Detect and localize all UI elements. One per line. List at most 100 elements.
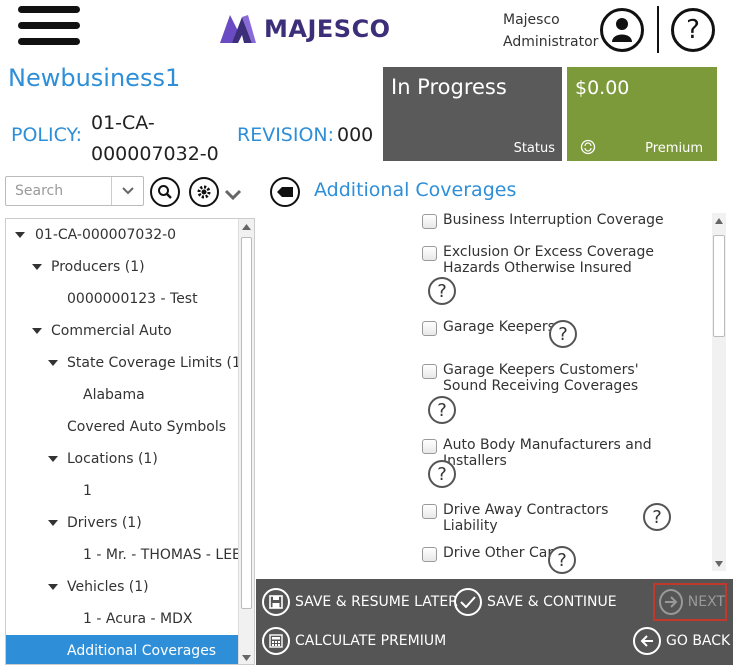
policy-tree: 01-CA-000007032-0 Producers (1) 00000001… [5,218,255,665]
policy-label: POLICY: [11,124,83,146]
tree-item-label: 1 [83,483,92,499]
tree-item-covered-auto-symbols[interactable]: Covered Auto Symbols [6,411,238,443]
scroll-up-icon[interactable] [715,218,723,224]
save-resume-later-label: SAVE & RESUME LATER [295,594,458,610]
calculate-premium-button[interactable]: CALCULATE PREMIUM [262,627,446,655]
coverage-checkbox[interactable] [422,439,437,454]
coverage-checkbox[interactable] [422,321,437,336]
tree-item-vehicles[interactable]: Vehicles (1) [6,571,238,603]
premium-label: Premium [645,141,703,156]
tree-item-locations[interactable]: Locations (1) [6,443,238,475]
save-resume-later-button[interactable]: SAVE & RESUME LATER [262,588,458,616]
coverage-label: Drive Away Contractors Liability [443,502,609,534]
search-dropdown-toggle[interactable] [111,177,143,205]
scroll-down-icon[interactable] [242,655,251,661]
brand-name: MAJESCO [264,15,391,43]
tree-item-label: 01-CA-000007032-0 [35,227,177,243]
search-icon [158,185,172,199]
settings-button[interactable] [189,177,219,207]
user-name: Majesco Administrator [503,9,598,53]
coverage-checkbox[interactable] [422,547,437,562]
coverages-scrollbar-thumb[interactable] [713,235,725,337]
save-continue-button[interactable]: SAVE & CONTINUE [454,588,617,616]
tree-item-label: State Coverage Limits (1) [67,355,247,371]
help-icon[interactable]: ? [549,320,577,348]
coverage-label: Business Interruption Coverage [443,212,664,228]
gear-icon [197,185,211,199]
help-icon[interactable]: ? [643,503,671,531]
menu-icon[interactable] [18,6,80,48]
help-icon[interactable]: ? [428,277,456,305]
scroll-up-icon[interactable] [242,224,251,230]
tree-item-label: Drivers (1) [67,515,142,531]
help-glyph: ? [557,549,567,571]
help-icon[interactable]: ? [548,546,576,574]
next-arrow-icon [659,589,683,615]
scroll-down-icon[interactable] [715,561,723,567]
tree-item-label: 0000000123 - Test [67,291,198,307]
coverage-label: Drive Other Car [443,545,554,561]
status-value: In Progress [391,75,507,99]
coverage-label: Garage Keepers [443,319,555,335]
tree-expanded-icon [32,264,42,270]
user-profile-button[interactable] [600,8,644,52]
tree-item-drivers[interactable]: Drivers (1) [6,507,238,539]
tree-expanded-icon [15,232,25,238]
section-title: Additional Coverages [314,179,517,201]
header-divider [657,6,659,53]
tree-expanded-icon [48,520,58,526]
tree-item-label: Vehicles (1) [67,579,149,595]
tree-item-state-coverage-limits[interactable]: State Coverage Limits (1) [6,347,246,379]
tree-item-producer-test[interactable]: 0000000123 - Test [6,283,238,315]
help-glyph: ? [652,506,662,528]
chevron-down-icon[interactable] [224,189,242,201]
status-label: Status [513,141,555,156]
tree-item-policy[interactable]: 01-CA-000007032-0 [6,219,238,251]
tree-expanded-icon [48,360,58,366]
tree-item-driver-1[interactable]: 1 - Mr. - THOMAS - LEE [6,539,241,571]
save-continue-label: SAVE & CONTINUE [487,594,617,610]
go-back-label: GO BACK [666,633,731,649]
coverages-panel: Business Interruption Coverage Exclusion… [262,210,728,578]
revision-number: 000 [337,124,374,146]
coverage-label: Exclusion Or Excess Coverage Hazards Oth… [443,244,654,276]
help-glyph: ? [558,323,568,345]
tree-item-label: Commercial Auto [51,323,172,339]
help-icon[interactable]: ? [428,460,456,488]
majesco-mark-icon [220,15,256,43]
back-arrow-icon [633,627,661,655]
tree-item-alabama[interactable]: Alabama [6,379,238,411]
tree-item-producers[interactable]: Producers (1) [6,251,238,283]
chevron-down-icon [121,187,134,195]
back-tag-icon [277,187,293,197]
coverage-checkbox[interactable] [422,504,437,519]
coverage-checkbox[interactable] [422,246,437,261]
refresh-icon[interactable] [580,139,596,155]
save-icon [262,588,290,616]
user-icon [612,18,632,42]
status-tile: In Progress Status [383,67,562,161]
page-title: Newbusiness1 [8,64,181,92]
user-name-line2: Administrator [503,34,599,50]
collapse-panel-button[interactable] [270,177,300,207]
revision-label: REVISION: [237,124,335,146]
tree-item-location-1[interactable]: 1 [6,475,238,507]
coverages-scrollbar[interactable] [712,213,726,571]
search-input[interactable] [6,177,111,205]
help-icon[interactable]: ? [428,396,456,424]
tree-scrollbar[interactable] [238,219,254,664]
coverage-label: Garage Keepers Customers' Sound Receivin… [443,362,639,394]
help-glyph: ? [437,399,447,421]
go-back-button[interactable]: GO BACK [633,627,730,655]
help-button[interactable]: ? [671,8,715,52]
tree-scrollbar-thumb[interactable] [241,237,252,609]
coverage-checkbox[interactable] [422,214,437,229]
tree-item-commercial-auto[interactable]: Commercial Auto [6,315,238,347]
tree-item-vehicle-1[interactable]: 1 - Acura - MDX [6,603,238,635]
tree-item-additional-coverages[interactable]: Additional Coverages [6,635,238,664]
brand-logo: MAJESCO [218,12,391,46]
coverage-checkbox[interactable] [422,364,437,379]
tree-item-label: Alabama [83,387,145,403]
next-button[interactable]: NEXT [653,583,727,621]
search-button[interactable] [150,177,180,207]
